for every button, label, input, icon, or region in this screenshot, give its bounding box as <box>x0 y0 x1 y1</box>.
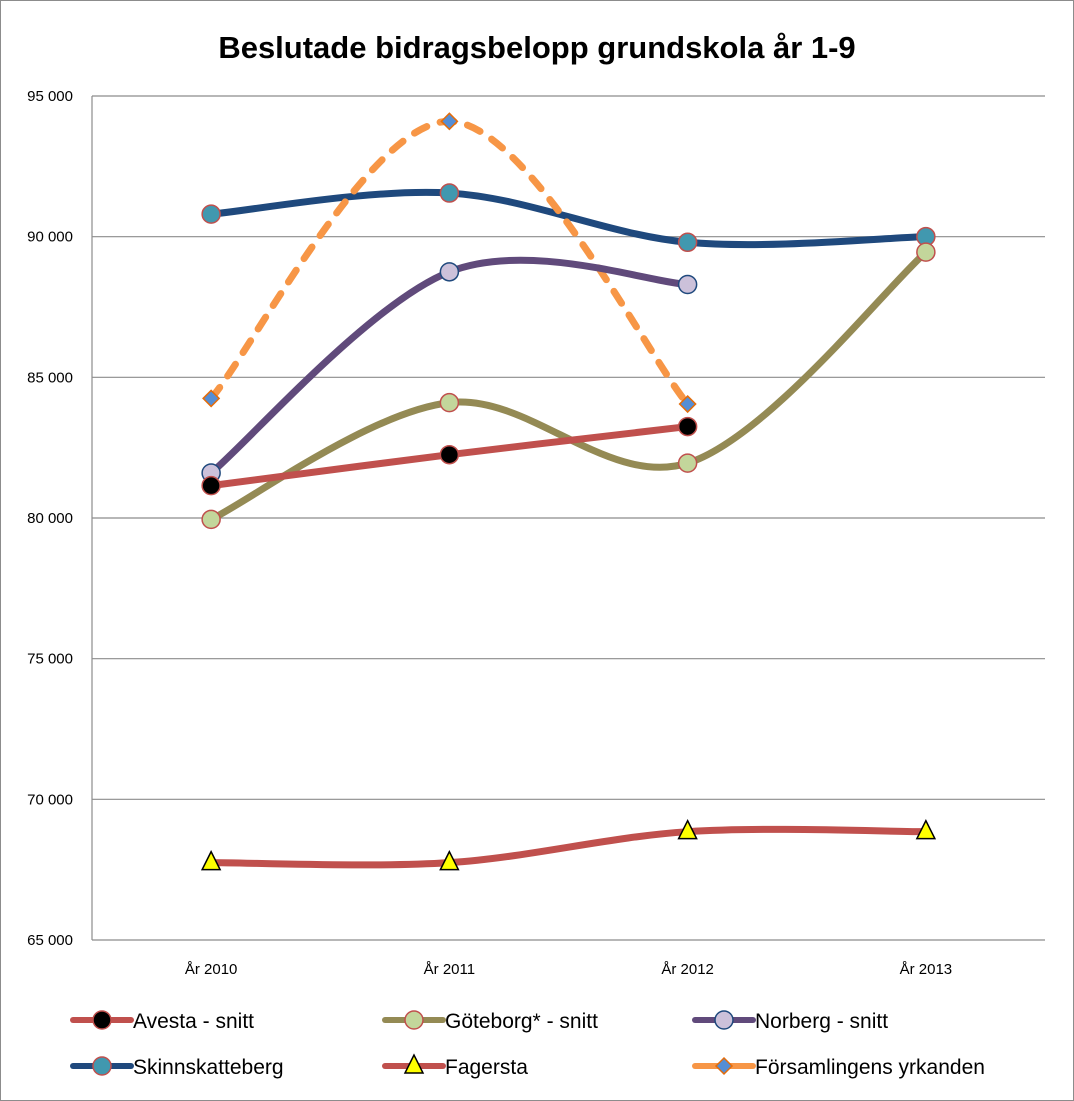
legend-label: Fagersta <box>445 1056 528 1079</box>
data-point <box>915 819 937 840</box>
legend-marker <box>404 1010 424 1030</box>
data-point <box>677 416 698 437</box>
y-tick-label: 65 000 <box>27 932 73 949</box>
series-line <box>210 188 926 249</box>
y-tick-label: 70 000 <box>27 791 73 808</box>
x-tick-label: År 2012 <box>661 961 714 978</box>
data-point <box>439 849 460 871</box>
y-tick-label: 90 000 <box>27 229 73 246</box>
legend-marker <box>92 1010 112 1030</box>
legend-item: Avesta - snitt <box>70 1010 254 1033</box>
series-fagersta <box>200 819 937 871</box>
series-line <box>211 825 926 869</box>
legend: Avesta - snitt Göteborg* - snitt Norberg -… <box>70 1010 985 1079</box>
data-point <box>677 819 698 840</box>
data-point <box>201 204 221 224</box>
legend-item: Göteborg* - snitt <box>382 1010 598 1033</box>
data-point <box>202 389 221 408</box>
legend-item: Norberg - snitt <box>692 1010 888 1033</box>
x-axis-ticks: År 2010 År 2011 År 2012 År 2013 <box>185 961 952 978</box>
legend-marker <box>403 1053 425 1074</box>
data-point <box>440 112 459 131</box>
legend-label: Församlingens yrkanden <box>755 1056 985 1079</box>
legend-label: Norberg - snitt <box>755 1010 888 1033</box>
x-tick-label: År 2013 <box>900 961 953 978</box>
legend-item: Fagersta <box>382 1053 528 1079</box>
y-tick-label: 85 000 <box>27 369 73 386</box>
data-point <box>439 262 460 282</box>
legend-marker <box>714 1056 734 1076</box>
legend-item: Församlingens yrkanden <box>692 1056 985 1079</box>
data-point <box>201 509 221 530</box>
data-point <box>439 444 460 465</box>
data-point <box>200 849 222 871</box>
data-point <box>678 394 697 414</box>
series-g-teborg-snitt <box>201 242 936 530</box>
y-tick-label: 80 000 <box>27 510 73 527</box>
x-tick-label: År 2010 <box>185 961 238 978</box>
x-tick-label: År 2011 <box>424 961 475 978</box>
data-point <box>677 453 698 473</box>
data-point <box>677 232 698 253</box>
series-avesta-snitt <box>201 416 698 496</box>
series-skinnskatteberg <box>201 183 936 253</box>
series-line <box>209 249 929 523</box>
legend-marker <box>92 1056 112 1076</box>
series-layer <box>200 112 937 871</box>
y-axis-ticks: 65 000 70 000 75 000 80 000 85 000 90 000 95 0… <box>27 88 73 949</box>
data-point <box>201 475 221 496</box>
series-f-rsamlingens-yrkanden <box>202 112 697 414</box>
legend-label: Göteborg* - snitt <box>445 1010 598 1033</box>
legend-label: Avesta - snitt <box>133 1010 254 1033</box>
legend-marker <box>714 1010 734 1030</box>
data-point <box>439 392 460 413</box>
legend-label: Skinnskatteberg <box>133 1056 284 1079</box>
data-point <box>677 274 698 295</box>
data-point <box>439 183 460 203</box>
y-tick-label: 75 000 <box>27 651 73 668</box>
legend-item: Skinnskatteberg <box>70 1056 284 1079</box>
chart-title: Beslutade bidragsbelopp grundskola år 1-… <box>218 30 855 65</box>
data-point <box>916 242 936 262</box>
y-tick-label: 95 000 <box>27 88 73 105</box>
